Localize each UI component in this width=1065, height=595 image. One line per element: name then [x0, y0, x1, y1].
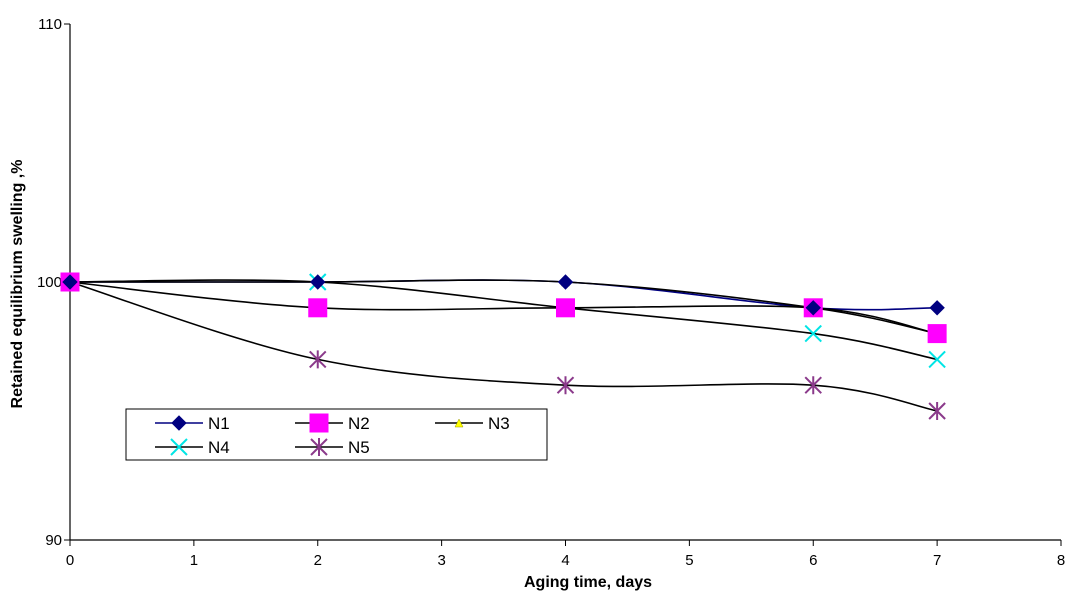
series-line-n2 [69, 281, 938, 335]
marker-n1 [557, 274, 574, 290]
legend-label-n3: N3 [488, 414, 510, 433]
series-markers [60, 272, 947, 420]
marker-n1 [310, 274, 326, 290]
x-tick-label: 6 [809, 552, 817, 569]
legend-label-n4: N4 [208, 438, 230, 457]
y-tick-label: 110 [38, 16, 62, 33]
marker-n2 [556, 298, 575, 318]
series-lines [69, 279, 938, 412]
marker-n2 [927, 324, 947, 344]
legend-marker-n4 [170, 438, 188, 456]
marker-n4 [928, 350, 946, 369]
legend-label-n1: N1 [208, 414, 230, 433]
x-tick-label: 5 [685, 552, 693, 569]
marker-n1 [62, 274, 78, 290]
x-tick-label: 3 [437, 552, 445, 569]
legend-marker-n5 [310, 438, 328, 456]
y-tick-label: 100 [37, 274, 62, 291]
x-tick-label: 0 [66, 552, 74, 569]
series-line-n5 [69, 281, 938, 412]
legend-marker-n2 [309, 413, 329, 433]
x-tick-label: 8 [1057, 552, 1065, 569]
x-tick-label: 7 [933, 552, 941, 569]
marker-n5 [309, 350, 327, 369]
marker-n5 [928, 402, 946, 420]
marker-n2 [308, 298, 328, 318]
marker-n1 [805, 300, 821, 316]
y-tick-label: 90 [45, 532, 62, 549]
x-tick-label: 1 [190, 552, 198, 569]
legend-marker-n1 [171, 415, 187, 431]
marker-n4 [804, 324, 822, 343]
series-line-n3 [69, 279, 938, 335]
marker-n1 [929, 300, 945, 316]
y-axis-title: Retained equilibrium swelling ,% [9, 160, 26, 409]
legend-box [125, 408, 548, 461]
legend-label-n2: N2 [348, 414, 370, 433]
x-tick-label: 2 [314, 552, 322, 569]
legend-label-n5: N5 [348, 438, 370, 457]
x-tick-label: 4 [561, 552, 569, 569]
series-line-n4 [69, 279, 938, 361]
legend-marker-n3 [454, 418, 464, 428]
x-axis-title: Aging time, days [524, 574, 652, 591]
marker-n5 [804, 376, 822, 395]
axes: 0 1 2 3 4 5 6 7 8 90 100 110 [37, 16, 1065, 569]
legend: N1 N2 N3 N4 N5 [125, 408, 548, 461]
marker-n5 [556, 376, 575, 395]
